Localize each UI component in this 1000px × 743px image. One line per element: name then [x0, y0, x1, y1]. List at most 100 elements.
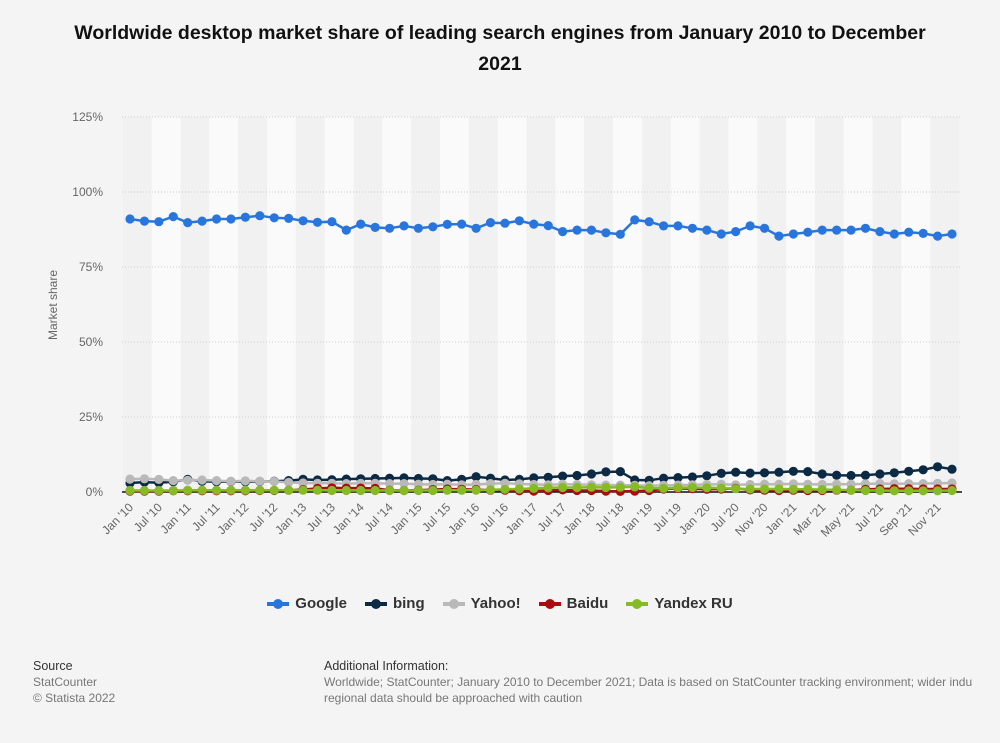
background-band	[209, 117, 239, 492]
background-band	[151, 117, 181, 492]
data-point	[644, 483, 654, 493]
legend-item[interactable]: Google	[267, 595, 347, 612]
data-point	[168, 476, 178, 486]
data-point	[875, 227, 885, 237]
background-band	[555, 117, 585, 492]
data-point	[586, 469, 597, 479]
x-tick-label: Jan '13	[272, 500, 309, 537]
data-point	[658, 473, 669, 483]
background-band	[295, 117, 325, 492]
background-band	[786, 117, 815, 492]
data-point	[485, 479, 496, 489]
data-point	[240, 476, 250, 486]
data-point	[832, 470, 842, 480]
data-point	[500, 218, 510, 228]
data-point	[947, 229, 957, 239]
data-point	[514, 216, 524, 226]
background-band	[815, 117, 844, 492]
data-point	[918, 228, 928, 238]
data-point	[240, 212, 250, 222]
data-point	[774, 484, 784, 494]
data-point	[125, 214, 135, 224]
x-tick-label: Jan '19	[618, 500, 655, 537]
source-name[interactable]: StatCounter	[33, 675, 98, 689]
data-point	[197, 485, 207, 495]
data-point	[356, 485, 366, 496]
background-band	[440, 117, 469, 492]
data-point	[860, 470, 871, 480]
data-point	[543, 483, 553, 493]
data-point	[875, 485, 885, 496]
data-point	[384, 223, 395, 233]
data-point	[413, 223, 424, 233]
copyright: © Statista 2022	[33, 691, 116, 705]
legend-item[interactable]: Yahoo!	[442, 595, 521, 612]
data-point	[817, 469, 827, 479]
x-tick-label: Jan '14	[330, 500, 367, 537]
background-band	[180, 117, 210, 492]
data-point	[788, 484, 798, 494]
data-point	[803, 467, 813, 477]
legend-item[interactable]: Yandex RU	[626, 595, 733, 612]
data-point	[947, 485, 957, 496]
data-point	[875, 469, 885, 479]
x-tick-label: Jan '12	[214, 500, 251, 537]
additional-info-text-1: Worldwide; StatCounter; January 2010 to …	[324, 675, 973, 689]
data-point	[947, 464, 957, 474]
data-point	[932, 486, 943, 496]
y-tick-label: 50%	[79, 335, 103, 349]
data-point	[630, 215, 640, 225]
data-point	[529, 473, 539, 483]
data-point	[457, 219, 467, 229]
data-point	[154, 217, 164, 227]
data-point	[384, 485, 395, 496]
data-point	[168, 212, 178, 222]
data-point	[687, 482, 698, 493]
data-point	[341, 485, 351, 496]
data-point	[658, 221, 669, 231]
legend-marker-icon	[364, 598, 387, 609]
data-point	[197, 475, 207, 485]
series-line	[129, 477, 953, 487]
data-point	[774, 467, 784, 477]
legend-label: bing	[392, 595, 425, 612]
data-point	[601, 482, 611, 493]
x-tick-label: Jan '16	[445, 500, 482, 537]
data-point	[702, 471, 712, 481]
data-point	[846, 470, 856, 481]
background-band	[641, 117, 671, 492]
legend-item[interactable]: Baidu	[538, 595, 608, 612]
data-point	[413, 485, 424, 496]
y-tick-label: 75%	[79, 260, 103, 274]
x-tick-label: Nov '20	[732, 500, 771, 539]
legend-label: Google	[295, 595, 347, 612]
background-band	[843, 117, 873, 492]
x-tick-label: Jan '15	[388, 500, 425, 537]
series-google	[125, 211, 957, 241]
data-point	[788, 229, 798, 239]
x-tick-label: Nov '21	[905, 500, 944, 539]
data-point	[745, 221, 755, 231]
background-band	[670, 117, 700, 492]
data-point	[558, 227, 568, 237]
data-point	[586, 482, 597, 492]
additional-info-block: Additional Information: Worldwide; StatC…	[324, 658, 972, 706]
data-point	[615, 467, 625, 477]
legend-marker-icon	[626, 598, 649, 609]
data-point	[125, 474, 135, 484]
background-band	[757, 117, 787, 492]
data-point	[471, 485, 481, 495]
legend-label: Yandex RU	[654, 595, 733, 612]
data-point	[687, 472, 698, 482]
y-tick-label: 25%	[79, 410, 103, 424]
chart-title: Worldwide desktop market share of leadin…	[74, 22, 926, 75]
data-point	[673, 483, 683, 493]
background-band	[267, 117, 296, 492]
legend-item[interactable]: bing	[364, 595, 425, 612]
data-point	[716, 468, 726, 478]
data-point	[673, 473, 683, 483]
series-yandex-ru	[125, 482, 957, 496]
data-point	[702, 483, 712, 493]
data-point	[442, 219, 452, 229]
